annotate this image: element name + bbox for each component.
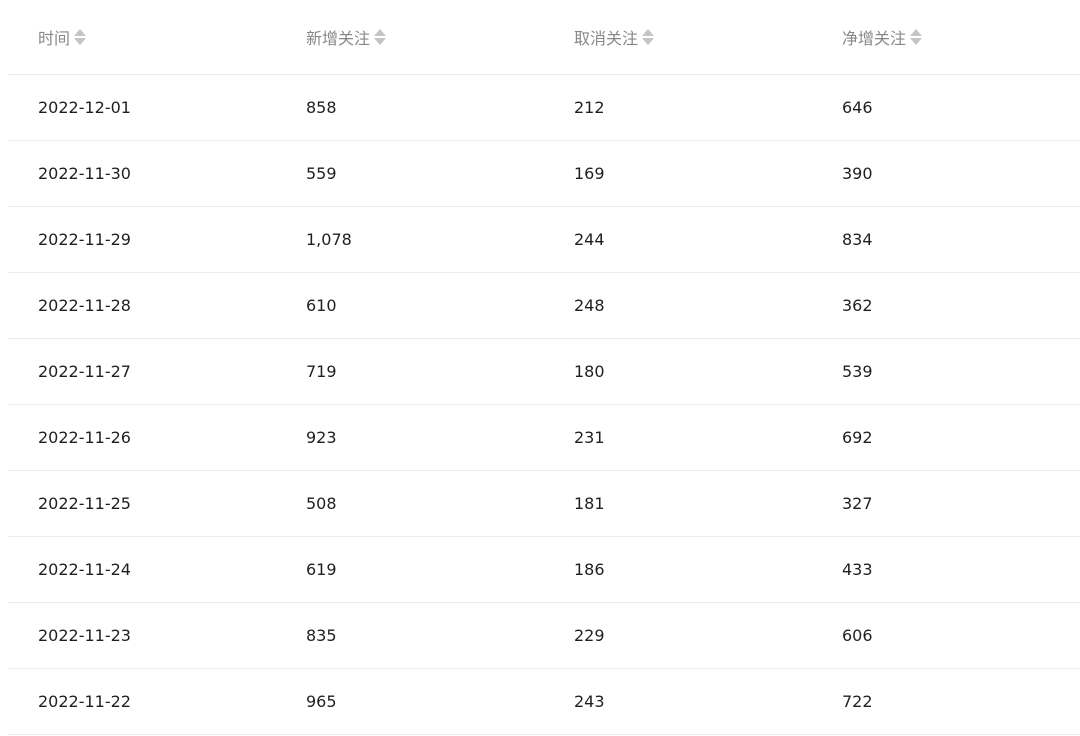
cell-date: 2022-11-24	[38, 560, 131, 579]
cell-new-follows: 508	[306, 494, 337, 513]
cell-new-follows: 858	[306, 98, 337, 117]
cell-date: 2022-11-28	[38, 296, 131, 315]
cell-unfollows: 243	[574, 692, 605, 711]
cell-net-follows: 646	[842, 98, 873, 117]
table-row: 2022-12-01 858 212 646	[8, 75, 1080, 141]
table-header: 时间 新增关注 取消关注 净增关注	[8, 0, 1080, 75]
cell-date: 2022-12-01	[38, 98, 131, 117]
cell-unfollows: 186	[574, 560, 605, 579]
table-row: 2022-11-26 923 231 692	[8, 405, 1080, 471]
cell-unfollows: 248	[574, 296, 605, 315]
cell-date: 2022-11-23	[38, 626, 131, 645]
table-row: 2022-11-25 508 181 327	[8, 471, 1080, 537]
column-label: 净增关注	[842, 29, 907, 48]
column-label: 时间	[38, 29, 71, 48]
cell-unfollows: 181	[574, 494, 605, 513]
cell-new-follows: 559	[306, 164, 337, 183]
cell-date: 2022-11-27	[38, 362, 131, 381]
cell-new-follows: 923	[306, 428, 337, 447]
column-header-new-follows[interactable]: 新增关注	[276, 25, 544, 49]
sort-icon[interactable]	[910, 29, 923, 45]
cell-net-follows: 327	[842, 494, 873, 513]
cell-net-follows: 722	[842, 692, 873, 711]
cell-date: 2022-11-25	[38, 494, 131, 513]
table-row: 2022-11-30 559 169 390	[8, 141, 1080, 207]
table-row: 2022-11-24 619 186 433	[8, 537, 1080, 603]
followers-table: 时间 新增关注 取消关注 净增关注 2022-12-01 858 212 646 202…	[8, 0, 1080, 735]
cell-date: 2022-11-30	[38, 164, 131, 183]
cell-net-follows: 362	[842, 296, 873, 315]
cell-new-follows: 1,078	[306, 230, 352, 249]
sort-icon[interactable]	[642, 29, 655, 45]
table-row: 2022-11-23 835 229 606	[8, 603, 1080, 669]
sort-icon[interactable]	[374, 29, 387, 45]
cell-unfollows: 231	[574, 428, 605, 447]
cell-new-follows: 619	[306, 560, 337, 579]
cell-new-follows: 719	[306, 362, 337, 381]
cell-date: 2022-11-22	[38, 692, 131, 711]
column-label: 取消关注	[574, 29, 639, 48]
cell-new-follows: 835	[306, 626, 337, 645]
cell-net-follows: 390	[842, 164, 873, 183]
column-header-unfollows[interactable]: 取消关注	[544, 25, 812, 49]
table-body: 2022-12-01 858 212 646 2022-11-30 559 169 390 20…	[8, 75, 1080, 735]
table-row: 2022-11-27 719 180 539	[8, 339, 1080, 405]
column-header-time[interactable]: 时间	[8, 25, 276, 49]
cell-unfollows: 169	[574, 164, 605, 183]
cell-net-follows: 433	[842, 560, 873, 579]
table-row: 2022-11-22 965 243 722	[8, 669, 1080, 735]
column-label: 新增关注	[306, 29, 371, 48]
cell-unfollows: 229	[574, 626, 605, 645]
table-row: 2022-11-28 610 248 362	[8, 273, 1080, 339]
cell-date: 2022-11-29	[38, 230, 131, 249]
cell-unfollows: 180	[574, 362, 605, 381]
sort-icon[interactable]	[74, 29, 87, 45]
cell-date: 2022-11-26	[38, 428, 131, 447]
cell-unfollows: 212	[574, 98, 605, 117]
cell-net-follows: 606	[842, 626, 873, 645]
cell-net-follows: 692	[842, 428, 873, 447]
cell-new-follows: 965	[306, 692, 337, 711]
cell-net-follows: 834	[842, 230, 873, 249]
cell-net-follows: 539	[842, 362, 873, 381]
table-row: 2022-11-29 1,078 244 834	[8, 207, 1080, 273]
cell-new-follows: 610	[306, 296, 337, 315]
cell-unfollows: 244	[574, 230, 605, 249]
column-header-net-follows[interactable]: 净增关注	[812, 25, 1080, 49]
